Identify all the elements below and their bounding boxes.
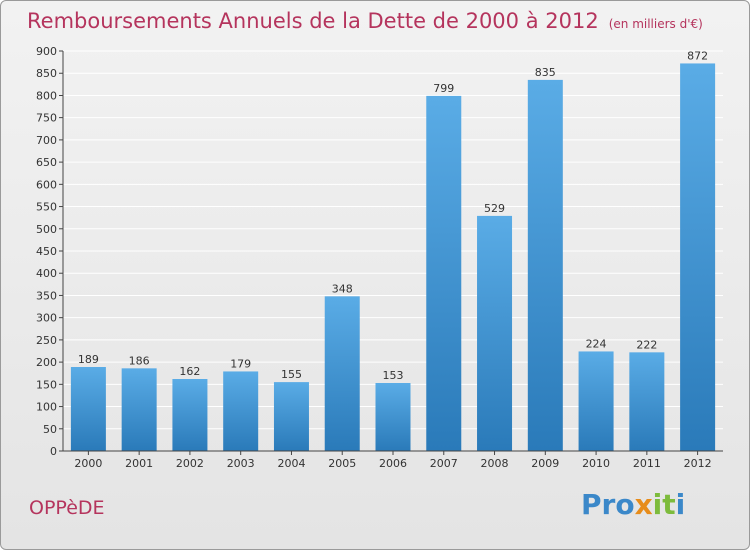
logo-part-4: i [675, 488, 686, 521]
y-tick-label: 600 [36, 178, 57, 191]
y-tick-label: 450 [36, 245, 57, 258]
bar-value-label: 872 [687, 49, 708, 62]
y-tick-label: 400 [36, 267, 57, 280]
commune-name: OPPèDE [29, 497, 105, 519]
bar [477, 215, 513, 451]
y-tick-label: 550 [36, 201, 57, 214]
bar [426, 95, 462, 451]
y-tick-label: 350 [36, 289, 57, 302]
logo-part-1: Pro [581, 488, 635, 521]
x-tick-label: 2011 [633, 457, 661, 470]
y-tick-label: 250 [36, 334, 57, 347]
y-tick-label: 800 [36, 89, 57, 102]
chart-title: Remboursements Annuels de la Dette de 20… [27, 9, 703, 33]
y-tick-label: 500 [36, 223, 57, 236]
x-tick-label: 2004 [277, 457, 305, 470]
bar-value-label: 162 [179, 365, 200, 378]
y-tick-label: 300 [36, 312, 57, 325]
chart-title-text: Remboursements Annuels de la Dette de 20… [27, 9, 599, 33]
x-tick-label: 2008 [481, 457, 509, 470]
y-tick-label: 700 [36, 134, 57, 147]
y-tick-label: 200 [36, 356, 57, 369]
bar-value-label: 835 [535, 66, 556, 79]
y-tick-label: 650 [36, 156, 57, 169]
bar-value-label: 799 [433, 82, 454, 95]
x-tick-label: 2009 [531, 457, 559, 470]
bar [527, 79, 563, 451]
logo-part-3: it [652, 488, 676, 521]
bar [172, 379, 208, 451]
data-labels: 189 186 162 179 155 348 153 799 529 835 224 222 872 [78, 49, 708, 382]
y-tick-label: 850 [36, 67, 57, 80]
x-tick-label: 2010 [582, 457, 610, 470]
x-tick-label: 2006 [379, 457, 407, 470]
bar-value-label: 224 [586, 337, 607, 350]
logo-part-2: x [634, 488, 653, 521]
x-tick-label: 2005 [328, 457, 356, 470]
y-tick-label: 150 [36, 378, 57, 391]
y-tick-label: 0 [50, 445, 57, 458]
axes: 0 50 100 150 200 250 300 350 400 450 500 550 600 650 7… [36, 45, 723, 470]
y-tick-label: 750 [36, 112, 57, 125]
x-tick-label: 2001 [125, 457, 153, 470]
y-tick-label: 50 [43, 423, 57, 436]
bar-value-label: 153 [383, 369, 404, 382]
bar [121, 368, 157, 451]
y-tick-label: 900 [36, 45, 57, 58]
bar [273, 382, 309, 451]
bars [70, 63, 716, 451]
bar [223, 371, 259, 451]
x-tick-label: 2012 [684, 457, 712, 470]
bar-value-label: 529 [484, 202, 505, 215]
bar-value-label: 155 [281, 368, 302, 381]
bar-value-label: 179 [230, 357, 251, 370]
x-tick-label: 2007 [430, 457, 458, 470]
bar [375, 383, 411, 451]
bar [324, 296, 360, 451]
bar [680, 63, 716, 451]
x-tick-label: 2002 [176, 457, 204, 470]
x-tick-label: 2000 [74, 457, 102, 470]
bar [70, 367, 106, 451]
proxiti-logo: Proxiti [581, 488, 685, 521]
bar [578, 351, 614, 451]
y-tick-label: 100 [36, 401, 57, 414]
bar-value-label: 222 [636, 338, 657, 351]
bar [629, 352, 665, 451]
bar-value-label: 186 [129, 354, 150, 367]
x-tick-label: 2003 [227, 457, 255, 470]
bar-value-label: 348 [332, 282, 353, 295]
bar-value-label: 189 [78, 353, 99, 366]
chart-subtitle: (en milliers d'€) [608, 17, 703, 31]
